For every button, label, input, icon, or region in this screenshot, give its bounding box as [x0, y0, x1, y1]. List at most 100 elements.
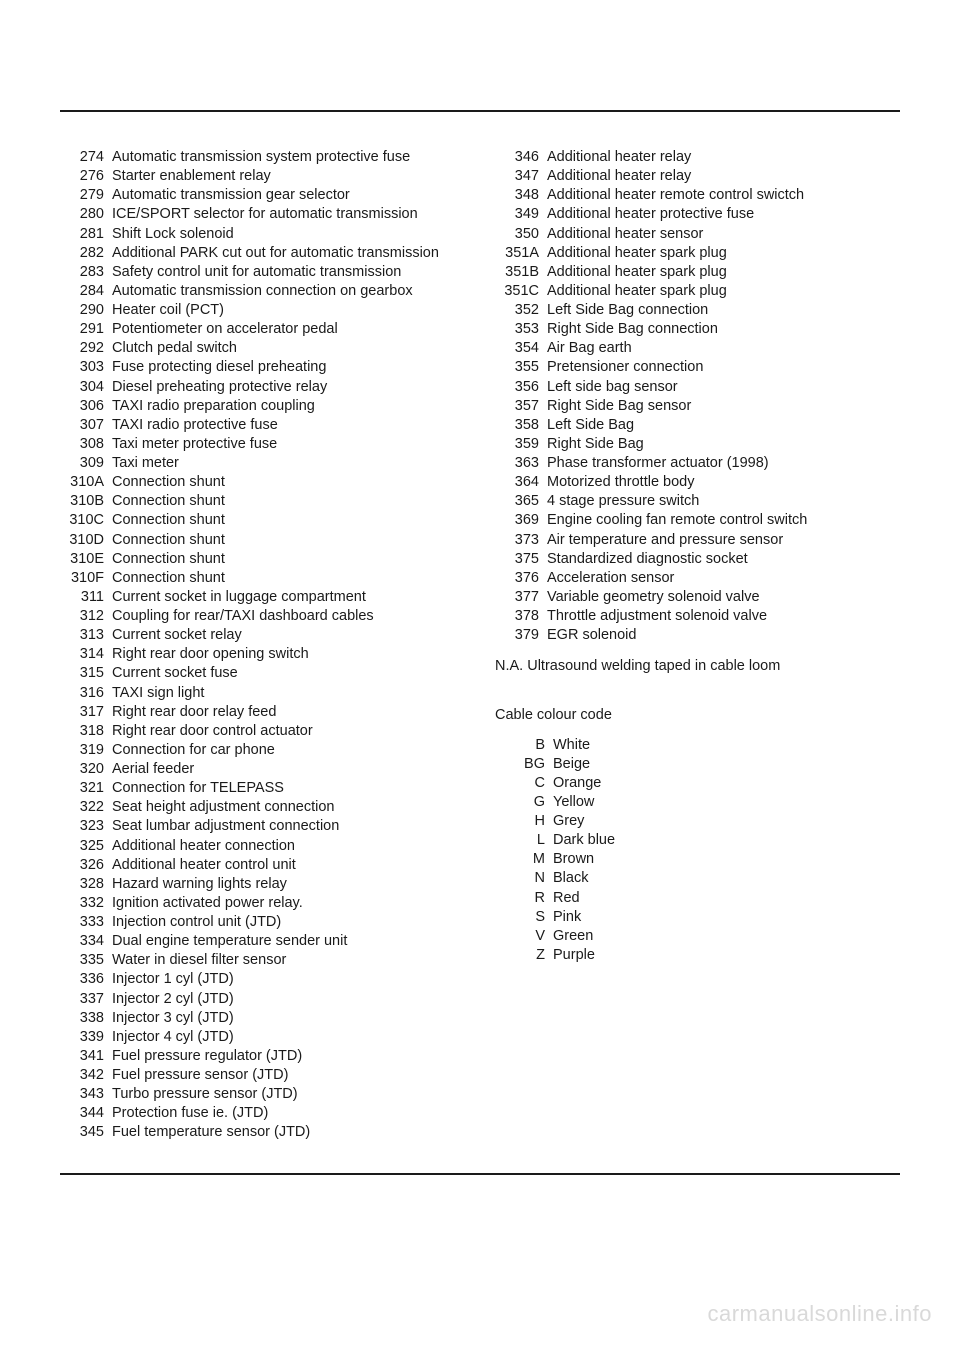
- entry-code: 315: [60, 664, 112, 683]
- list-item: 310AConnection shunt: [60, 473, 465, 492]
- entry-code: 376: [495, 569, 547, 588]
- entry-code: 348: [495, 186, 547, 205]
- entry-desc: Connection shunt: [112, 550, 465, 569]
- list-item: 283Safety control unit for automatic tra…: [60, 263, 465, 282]
- entry-desc: Connection shunt: [112, 511, 465, 530]
- colour-item: SPink: [495, 908, 900, 927]
- entry-desc: Seat height adjustment connection: [112, 798, 465, 817]
- entry-desc: Air Bag earth: [547, 339, 900, 358]
- right-column: 346Additional heater relay347Additional …: [495, 148, 900, 1143]
- entry-desc: TAXI radio preparation coupling: [112, 397, 465, 416]
- colour-code: Z: [495, 946, 553, 965]
- list-item: 335Water in diesel filter sensor: [60, 951, 465, 970]
- list-item: 306TAXI radio preparation coupling: [60, 397, 465, 416]
- entry-desc: Water in diesel filter sensor: [112, 951, 465, 970]
- entry-code: 312: [60, 607, 112, 626]
- list-item: 379EGR solenoid: [495, 626, 900, 645]
- list-item: 311Current socket in luggage compartment: [60, 588, 465, 607]
- entry-desc: Heater coil (PCT): [112, 301, 465, 320]
- entry-code: 308: [60, 435, 112, 454]
- entry-desc: Phase transformer actuator (1998): [547, 454, 900, 473]
- list-item: 315Current socket fuse: [60, 664, 465, 683]
- list-item: 345Fuel temperature sensor (JTD): [60, 1123, 465, 1142]
- entry-code: 344: [60, 1104, 112, 1123]
- entry-desc: Additional heater control unit: [112, 856, 465, 875]
- colour-desc: Beige: [553, 755, 900, 774]
- list-item: 274Automatic transmission system protect…: [60, 148, 465, 167]
- entry-desc: Potentiometer on accelerator pedal: [112, 320, 465, 339]
- entry-code: 282: [60, 244, 112, 263]
- list-item: 284Automatic transmission connection on …: [60, 282, 465, 301]
- entry-code: 304: [60, 378, 112, 397]
- entry-desc: Motorized throttle body: [547, 473, 900, 492]
- entry-desc: Coupling for rear/TAXI dashboard cables: [112, 607, 465, 626]
- colour-desc: Yellow: [553, 793, 900, 812]
- colour-code: M: [495, 850, 553, 869]
- entry-code: 346: [495, 148, 547, 167]
- colour-desc: Black: [553, 869, 900, 888]
- entry-desc: Right rear door relay feed: [112, 703, 465, 722]
- entry-desc: Starter enablement relay: [112, 167, 465, 186]
- list-item: 310DConnection shunt: [60, 531, 465, 550]
- entry-code: 352: [495, 301, 547, 320]
- entry-desc: Automatic transmission system protective…: [112, 148, 465, 167]
- entry-code: 363: [495, 454, 547, 473]
- entry-code: 321: [60, 779, 112, 798]
- entry-desc: Left side bag sensor: [547, 378, 900, 397]
- list-item: 375Standardized diagnostic socket: [495, 550, 900, 569]
- colour-code: R: [495, 889, 553, 908]
- entry-desc: Seat lumbar adjustment connection: [112, 817, 465, 836]
- list-item: 377Variable geometry solenoid valve: [495, 588, 900, 607]
- entry-code: 310A: [60, 473, 112, 492]
- list-item: 307TAXI radio protective fuse: [60, 416, 465, 435]
- colour-desc: Grey: [553, 812, 900, 831]
- entry-code: 274: [60, 148, 112, 167]
- entry-code: 311: [60, 588, 112, 607]
- entry-desc: Right rear door control actuator: [112, 722, 465, 741]
- list-item: 363Phase transformer actuator (1998): [495, 454, 900, 473]
- colour-desc: Orange: [553, 774, 900, 793]
- list-item: 342Fuel pressure sensor (JTD): [60, 1066, 465, 1085]
- entry-code: 335: [60, 951, 112, 970]
- entry-code: 342: [60, 1066, 112, 1085]
- colour-desc: Red: [553, 889, 900, 908]
- entry-desc: Engine cooling fan remote control switch: [547, 511, 900, 530]
- entry-desc: Dual engine temperature sender unit: [112, 932, 465, 951]
- list-item: 359Right Side Bag: [495, 435, 900, 454]
- list-item: 353Right Side Bag connection: [495, 320, 900, 339]
- entry-desc: Injector 2 cyl (JTD): [112, 990, 465, 1009]
- list-item: 351BAdditional heater spark plug: [495, 263, 900, 282]
- list-item: 321Connection for TELEPASS: [60, 779, 465, 798]
- entry-desc: Right Side Bag connection: [547, 320, 900, 339]
- list-item: 303Fuse protecting diesel preheating: [60, 358, 465, 377]
- entry-code: 369: [495, 511, 547, 530]
- colour-item: RRed: [495, 889, 900, 908]
- entry-desc: Left Side Bag connection: [547, 301, 900, 320]
- entry-desc: Connection for car phone: [112, 741, 465, 760]
- entry-desc: Connection shunt: [112, 473, 465, 492]
- colour-code: N: [495, 869, 553, 888]
- entry-code: 333: [60, 913, 112, 932]
- list-item: 336Injector 1 cyl (JTD): [60, 970, 465, 989]
- colour-item: LDark blue: [495, 831, 900, 850]
- list-item: 339Injector 4 cyl (JTD): [60, 1028, 465, 1047]
- list-item: 313Current socket relay: [60, 626, 465, 645]
- entry-desc: Additional heater sensor: [547, 225, 900, 244]
- entry-desc: Taxi meter: [112, 454, 465, 473]
- entry-desc: Additional heater connection: [112, 837, 465, 856]
- list-item: 316TAXI sign light: [60, 684, 465, 703]
- entry-desc: ICE/SPORT selector for automatic transmi…: [112, 205, 465, 224]
- colour-code: S: [495, 908, 553, 927]
- list-item: 349Additional heater protective fuse: [495, 205, 900, 224]
- entry-code: 351B: [495, 263, 547, 282]
- colour-desc: Purple: [553, 946, 900, 965]
- list-item: 348Additional heater remote control swic…: [495, 186, 900, 205]
- entry-code: 373: [495, 531, 547, 550]
- entry-desc: Safety control unit for automatic transm…: [112, 263, 465, 282]
- list-item: 292Clutch pedal switch: [60, 339, 465, 358]
- list-item: 304Diesel preheating protective relay: [60, 378, 465, 397]
- entry-desc: Injection control unit (JTD): [112, 913, 465, 932]
- entry-code: 279: [60, 186, 112, 205]
- list-item: 333Injection control unit (JTD): [60, 913, 465, 932]
- colour-code: C: [495, 774, 553, 793]
